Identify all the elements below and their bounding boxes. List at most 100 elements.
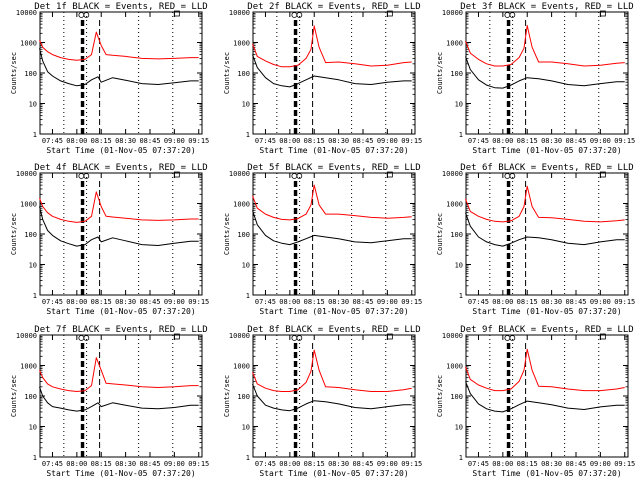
x-tick-label: 08:15: [304, 460, 325, 468]
x-tick-label: 09:15: [188, 137, 209, 145]
x-tick-label: 08:30: [115, 137, 136, 145]
y-tick-label: 1000: [233, 40, 250, 48]
flare-marker-symbol: [509, 335, 516, 341]
y-tick-label: 1000: [20, 201, 37, 209]
y-tick-label: 10: [242, 101, 250, 109]
y-tick-label: 10000: [442, 332, 463, 340]
series-line-events: [39, 206, 199, 247]
chart-panel-4: Det 4f BLACK = Events, RED = LLD Start Ti…: [10, 163, 209, 316]
y-tick-label: 1000: [446, 363, 463, 371]
x-tick-label: 07:45: [42, 460, 63, 468]
x-tick-label: 08:00: [279, 137, 300, 145]
flare-marker-symbol: [83, 12, 90, 18]
flare-marker-symbol: [296, 173, 303, 179]
x-tick-label: 09:00: [590, 137, 611, 145]
chart-panel-9: Det 9f BLACK = Events, RED = LLD Start Ti…: [436, 325, 635, 478]
y-tick-label: 1: [246, 131, 250, 139]
x-tick-label: 08:15: [91, 460, 112, 468]
x-tick-label: 09:15: [614, 298, 635, 306]
x-tick-label: 09:00: [590, 298, 611, 306]
flare-marker-symbol: [504, 12, 511, 18]
flare-marker-symbol: [509, 173, 516, 179]
x-tick-label: 08:15: [517, 460, 538, 468]
y-tick-label: 100: [450, 70, 463, 78]
y-tick-label: 10000: [16, 170, 37, 178]
x-tick-label: 07:45: [255, 137, 276, 145]
y-axis-label: Counts/sec: [10, 213, 18, 255]
x-tick-label: 07:45: [255, 460, 276, 468]
series-line-lld: [465, 185, 625, 223]
y-tick-label: 100: [24, 231, 37, 239]
series-line-lld: [39, 357, 199, 392]
attenuator-marker-box: [599, 171, 606, 178]
chart-title: Det 6f BLACK = Events, RED = LLD: [460, 163, 633, 173]
y-tick-label: 100: [450, 231, 463, 239]
y-axis-label: Counts/sec: [223, 213, 231, 255]
y-axis-label: Counts/sec: [436, 213, 444, 255]
flare-marker-symbol: [291, 12, 298, 18]
y-tick-label: 10: [455, 424, 463, 432]
chart-title: Det 8f BLACK = Events, RED = LLD: [247, 325, 420, 335]
x-tick-label: 08:00: [279, 460, 300, 468]
x-tick-label: 07:45: [42, 137, 63, 145]
y-tick-label: 10: [29, 424, 37, 432]
x-tick-label: 08:30: [541, 298, 562, 306]
y-tick-label: 1000: [233, 201, 250, 209]
x-tick-label: 08:15: [517, 298, 538, 306]
series-line-events: [39, 48, 199, 87]
y-axis-label: Counts/sec: [436, 52, 444, 94]
y-tick-label: 1000: [20, 40, 37, 48]
attenuator-marker-box: [173, 333, 180, 340]
y-tick-label: 1: [33, 454, 37, 462]
flare-marker-symbol: [504, 173, 511, 179]
y-axis-label: Counts/sec: [436, 375, 444, 417]
y-tick-label: 1: [33, 292, 37, 300]
x-tick-label: 08:00: [66, 460, 87, 468]
x-tick-label: 09:15: [614, 137, 635, 145]
y-tick-label: 10000: [442, 9, 463, 17]
attenuator-marker-box: [599, 333, 606, 340]
attenuator-marker-box: [599, 10, 606, 17]
series-line-events: [252, 210, 412, 246]
flare-marker-symbol: [504, 335, 511, 341]
x-axis-label: Start Time (01-Nov-05 07:37:20): [46, 469, 195, 478]
attenuator-marker-box: [386, 333, 393, 340]
x-tick-label: 08:45: [565, 137, 586, 145]
attenuator-marker-box: [173, 171, 180, 178]
x-tick-label: 08:45: [352, 460, 373, 468]
y-tick-label: 1: [33, 131, 37, 139]
x-axis-label: Start Time (01-Nov-05 07:37:20): [46, 307, 195, 316]
flare-marker-symbol: [83, 335, 90, 341]
y-tick-label: 1: [459, 131, 463, 139]
chart-title: Det 3f BLACK = Events, RED = LLD: [460, 2, 633, 12]
y-tick-label: 100: [450, 393, 463, 401]
x-tick-label: 08:15: [304, 298, 325, 306]
x-tick-label: 08:30: [115, 298, 136, 306]
y-tick-label: 10000: [16, 332, 37, 340]
x-tick-label: 08:00: [66, 137, 87, 145]
y-tick-label: 100: [24, 70, 37, 78]
series-line-events: [252, 54, 412, 88]
y-axis-label: Counts/sec: [223, 52, 231, 94]
x-tick-label: 08:15: [517, 137, 538, 145]
y-tick-label: 1000: [233, 363, 250, 371]
x-axis-label: Start Time (01-Nov-05 07:37:20): [259, 146, 408, 155]
y-tick-label: 100: [237, 393, 250, 401]
flare-marker-symbol: [291, 173, 298, 179]
series-line-lld: [465, 348, 625, 392]
y-tick-label: 1000: [446, 201, 463, 209]
x-tick-label: 08:45: [565, 460, 586, 468]
x-tick-label: 08:00: [492, 460, 513, 468]
x-tick-label: 08:45: [139, 298, 160, 306]
series-line-lld: [39, 191, 199, 223]
y-tick-label: 1000: [446, 40, 463, 48]
x-tick-label: 08:15: [304, 137, 325, 145]
y-tick-label: 10000: [229, 332, 250, 340]
attenuator-marker-box: [386, 10, 393, 17]
series-line-events: [465, 381, 625, 413]
series-line-events: [252, 383, 412, 412]
series-line-lld: [465, 25, 625, 67]
x-tick-label: 08:00: [492, 137, 513, 145]
